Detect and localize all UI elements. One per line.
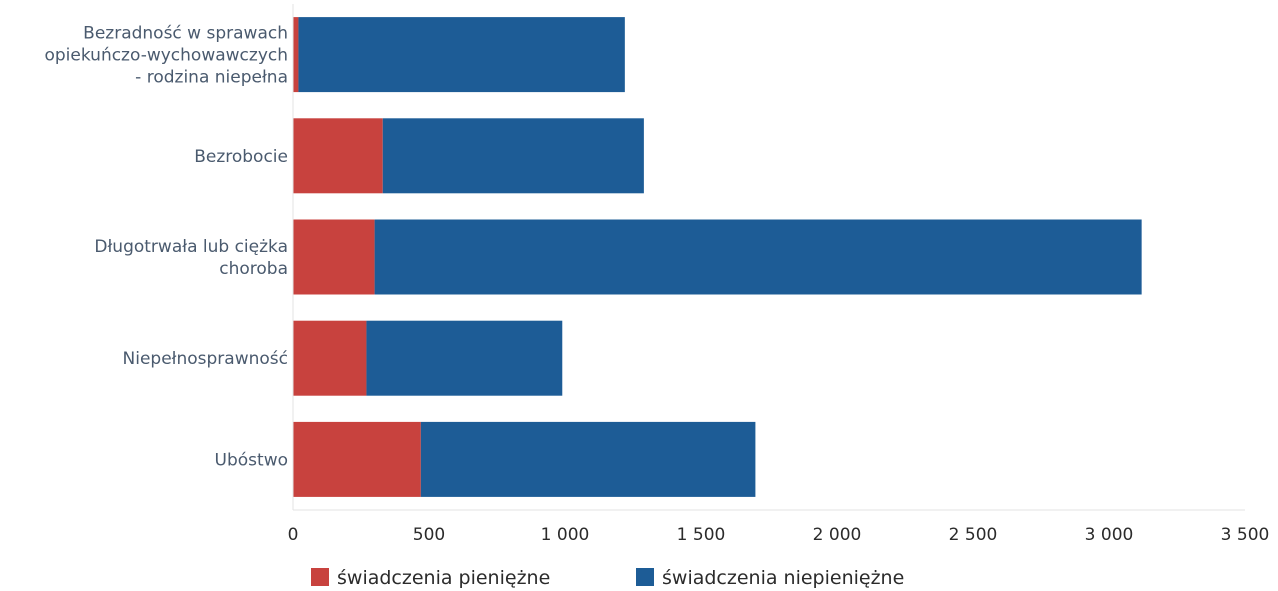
category-label-4: Ubóstwo [215,450,288,470]
legend-label-0: świadczenia pieniężne [337,567,550,589]
x-tick-label: 0 [288,525,299,545]
category-label-line: Bezradność w sprawach [83,24,288,44]
x-tick-label: 1 000 [541,525,590,545]
category-labels: Bezradność w sprawach opiekuńczo-wychowaw… [44,24,288,471]
category-label-0: Bezradność w sprawach opiekuńczo-wychowaw… [44,24,288,88]
bar-segment-pieniezne-0 [293,17,299,93]
category-label-line: Długotrwała lub ciężka [94,237,288,257]
x-tick-label: 1 500 [677,525,726,545]
bar-segment-pieniezne-2 [293,219,375,295]
category-label-line: Bezrobocie [194,147,288,167]
bar-segment-pieniezne-3 [293,320,367,396]
x-tick-label: 2 500 [949,525,998,545]
legend-swatch-0 [311,568,329,586]
x-tick-labels: 0 500 1 000 1 500 2 000 2 500 3 000 3 500 [288,525,1270,545]
x-tick-label: 3 500 [1221,525,1270,545]
legend-label-1: świadczenia niepieniężne [662,567,904,589]
category-label-1: Bezrobocie [194,147,288,167]
bar-segment-niepieniezne-1 [382,118,644,194]
category-label-line: opiekuńczo-wychowawczych [44,46,288,66]
category-label-2: Długotrwała lub ciężka choroba [94,237,288,279]
category-label-line: Niepełnosprawność [123,349,289,369]
bar-segment-niepieniezne-2 [374,219,1142,295]
x-tick-label: 500 [413,525,445,545]
bar-segment-pieniezne-4 [293,421,421,497]
category-label-line: Ubóstwo [215,450,288,470]
bar-segment-niepieniezne-0 [298,17,625,93]
category-label-line: - rodzina niepełna [135,68,288,88]
bar-segment-niepieniezne-4 [420,421,756,497]
bars-layer [293,17,1142,497]
x-tick-label: 3 000 [1085,525,1134,545]
legend: świadczenia pieniężne świadczenia niepien… [311,567,904,589]
category-label-line: choroba [219,259,288,279]
category-label-3: Niepełnosprawność [123,349,289,369]
bar-segment-niepieniezne-3 [366,320,563,396]
legend-swatch-1 [636,568,654,586]
x-tick-label: 2 000 [813,525,862,545]
bar-segment-pieniezne-1 [293,118,383,194]
